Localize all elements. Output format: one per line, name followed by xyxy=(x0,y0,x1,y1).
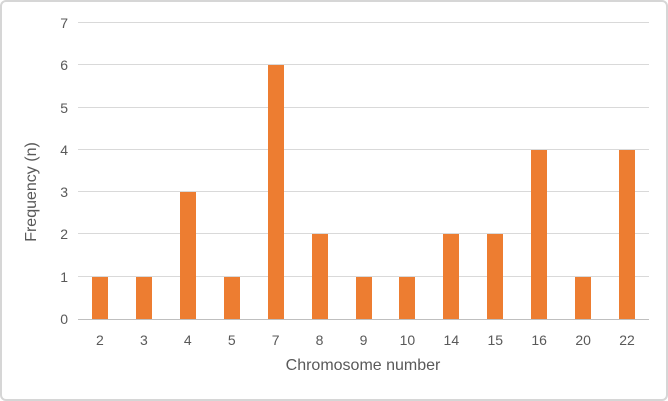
x-tick-label: 3 xyxy=(139,332,148,348)
gridline xyxy=(78,106,649,108)
y-tick-label: 2 xyxy=(60,226,68,243)
x-tick-label: 4 xyxy=(183,332,192,348)
y-tick-label: 7 xyxy=(60,15,68,31)
bar-chromosome-2 xyxy=(91,276,108,319)
y-tick-label: 3 xyxy=(60,184,68,201)
bar-chromosome-5 xyxy=(223,276,240,319)
bar-chromosome-8 xyxy=(311,234,328,319)
bar-chromosome-4 xyxy=(179,192,196,319)
bar-chromosome-9 xyxy=(355,276,372,319)
gridline xyxy=(78,233,649,235)
bar-chromosome-7 xyxy=(267,65,284,319)
y-tick-label: 4 xyxy=(60,141,68,158)
bar-chromosome-10 xyxy=(399,276,416,319)
gridline xyxy=(78,64,649,66)
x-tick-label: 10 xyxy=(399,332,416,348)
plot-area xyxy=(78,22,649,320)
x-axis-title: Chromosome number xyxy=(285,357,441,374)
gridline xyxy=(78,191,649,193)
x-tick-label: 5 xyxy=(227,332,236,348)
x-tick-label: 15 xyxy=(487,332,504,348)
x-tick-label: 22 xyxy=(619,332,635,348)
x-tick-label: 8 xyxy=(315,332,324,348)
y-tick-label: 0 xyxy=(60,311,68,327)
x-tick-label: 2 xyxy=(96,332,104,348)
y-tick-label: 6 xyxy=(60,57,68,74)
bar-chromosome-22 xyxy=(619,149,636,319)
gridline xyxy=(78,275,649,277)
x-tick-label: 7 xyxy=(271,332,280,348)
bar-chromosome-14 xyxy=(443,234,460,319)
gridline xyxy=(78,22,649,23)
x-tick-label: 16 xyxy=(531,332,547,348)
bar-chromosome-15 xyxy=(487,234,504,319)
y-tick-label: 1 xyxy=(60,268,68,285)
y-tick-label: 5 xyxy=(60,99,68,116)
bar-chromosome-3 xyxy=(135,276,152,319)
bar-chromosome-20 xyxy=(575,276,592,319)
x-tick-label: 9 xyxy=(359,332,368,348)
gridline xyxy=(78,148,649,150)
x-tick-label: 20 xyxy=(575,332,591,348)
x-tick-label: 14 xyxy=(443,332,460,348)
bar-chromosome-16 xyxy=(531,149,548,319)
